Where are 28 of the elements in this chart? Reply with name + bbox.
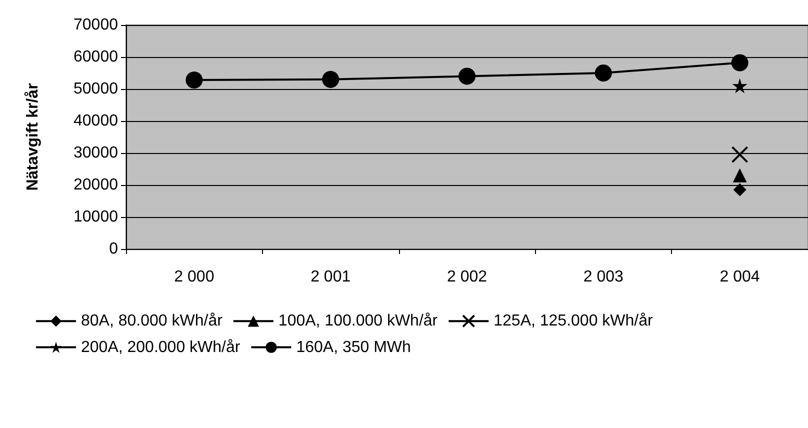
point xyxy=(322,70,340,88)
x-tick-label: 2 003 xyxy=(583,268,624,286)
point xyxy=(733,183,746,196)
y-tick-label: 20000 xyxy=(74,176,118,194)
point xyxy=(731,54,748,72)
point xyxy=(732,168,747,182)
x-tick-label: 2 000 xyxy=(174,268,214,286)
legend-label: 100A, 100.000 kWh/år xyxy=(278,312,438,330)
y-axis-title: Nätavgift kr/år xyxy=(24,83,42,191)
point xyxy=(594,64,612,82)
point xyxy=(732,78,748,94)
point xyxy=(186,72,203,89)
point xyxy=(731,146,748,164)
x-tick-label: 2 002 xyxy=(446,268,488,286)
y-tick-label: 40000 xyxy=(74,112,118,130)
y-tick-label: 70000 xyxy=(74,16,118,34)
point xyxy=(458,68,476,85)
y-tick-label: 30000 xyxy=(74,144,118,162)
x-tick-label: 2 001 xyxy=(310,268,351,286)
y-tick-label: 60000 xyxy=(74,48,118,66)
legend-label: 160A, 350 MWh xyxy=(296,338,411,356)
legend-label: 80A, 80.000 kWh/år xyxy=(81,312,224,330)
y-tick-label: 50000 xyxy=(74,80,118,98)
legend-label: 200A, 200.000 kWh/år xyxy=(81,338,241,356)
legend-label: 125A, 125.000 kWh/år xyxy=(494,312,654,330)
x-tick-label: 2 004 xyxy=(720,268,760,286)
y-tick-label: 10000 xyxy=(74,208,118,226)
y-tick-label: 0 xyxy=(109,240,118,258)
